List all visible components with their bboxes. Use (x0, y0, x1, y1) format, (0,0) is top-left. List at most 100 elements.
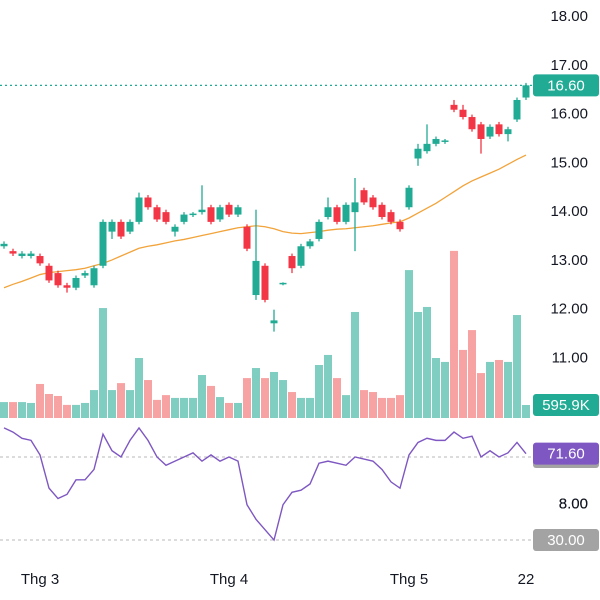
volume-bar (216, 397, 224, 418)
candle-body (144, 197, 152, 208)
candle-body (162, 212, 170, 222)
candle-body (234, 207, 242, 215)
candle-body (306, 241, 314, 247)
volume-bar (117, 383, 125, 418)
candle-body (180, 214, 188, 222)
volume-bar (171, 397, 179, 418)
volume-bar (18, 402, 26, 418)
candle-body (522, 85, 530, 98)
volume-bar (54, 395, 62, 418)
candle-body (468, 117, 476, 130)
rsi-tick-label: 30.00 (547, 532, 585, 549)
volume-bar (477, 373, 485, 418)
candle-body (450, 104, 458, 110)
candle-body (9, 251, 17, 254)
volume-bar (99, 308, 107, 418)
volume-bar (396, 395, 404, 418)
last-price-label-box (533, 74, 599, 97)
y-tick-label: 8.00 (559, 496, 588, 513)
candle-body (270, 320, 278, 324)
candle-body (504, 129, 512, 135)
candle-body (171, 226, 179, 232)
candle-body (369, 197, 377, 208)
volume-bar (306, 397, 314, 418)
rsi-tick-label-box (533, 529, 599, 552)
y-tick-label: 11.00 (552, 349, 588, 366)
volume-bar (297, 397, 305, 418)
volume-bar (0, 402, 8, 418)
candle-body (126, 221, 134, 232)
candle-body (459, 109, 467, 118)
volume-bar (378, 397, 386, 418)
y-tick-label: 17.00 (550, 57, 588, 74)
candle-body (63, 285, 71, 288)
rsi-value-label-box (533, 442, 599, 465)
x-tick-label: 22 (518, 571, 535, 588)
volume-bar (27, 402, 35, 418)
volume-bar (36, 383, 44, 418)
volume-bar (90, 390, 98, 418)
candle-body (90, 268, 98, 286)
y-tick-label: 16.00 (550, 106, 588, 123)
moving-average (3, 154, 527, 289)
candle-body (324, 207, 332, 218)
candle-body (27, 253, 35, 257)
candle-body (243, 226, 251, 249)
volume-bar (315, 364, 323, 418)
volume-bar (45, 394, 53, 418)
volume-label-box (533, 393, 599, 416)
y-tick-label: 13.00 (550, 252, 588, 269)
candle-body (117, 221, 125, 237)
volume-bar (387, 397, 395, 418)
volume-bar (360, 390, 368, 418)
candle-body (36, 256, 44, 264)
candle-body (252, 260, 260, 296)
volume-bar (351, 311, 359, 418)
candle-body (333, 207, 341, 222)
volume-bar (279, 380, 287, 418)
volume-bar (513, 315, 521, 418)
rsi-pane (0, 420, 533, 570)
volume-bar (486, 361, 494, 418)
rsi-value-label: 71.60 (547, 446, 585, 463)
candle-body (207, 207, 215, 222)
candle-body (18, 253, 26, 257)
volume-bar (144, 380, 152, 418)
last-price-label: 16.60 (547, 77, 585, 94)
volume-bar (81, 402, 89, 418)
candle-body (378, 204, 386, 218)
candle-body (387, 212, 395, 222)
volume-bar (342, 395, 350, 418)
y-tick-label: 18.00 (550, 8, 588, 25)
volume-bar (324, 354, 332, 418)
volume-bar (252, 368, 260, 418)
candle-body (225, 204, 233, 215)
candle-body (441, 140, 449, 142)
candle-body (297, 246, 305, 266)
y-tick-label: 15.00 (550, 154, 588, 171)
candle-body (288, 256, 296, 269)
volume-bar (225, 402, 233, 418)
volume-bar (333, 378, 341, 418)
volume-bar (495, 359, 503, 418)
candle-body (315, 221, 323, 239)
y-tick-label: 12.00 (550, 301, 588, 318)
candle-body (198, 209, 206, 213)
y-tick-label: 14.00 (550, 203, 588, 220)
rsi-line (3, 426, 527, 542)
candle-body (189, 213, 197, 216)
volume-bar (261, 378, 269, 418)
candle-body (45, 265, 53, 281)
volume-bar (459, 349, 467, 418)
volume-bar (189, 397, 197, 418)
candle-body (432, 138, 440, 144)
volume-bar (180, 397, 188, 418)
candle-body (54, 273, 62, 286)
volume-bar (522, 404, 530, 418)
volume-bar (63, 404, 71, 418)
candle-body (360, 190, 368, 203)
candle-body (405, 187, 413, 208)
volume-bar (288, 392, 296, 418)
volume-bar (9, 402, 17, 418)
